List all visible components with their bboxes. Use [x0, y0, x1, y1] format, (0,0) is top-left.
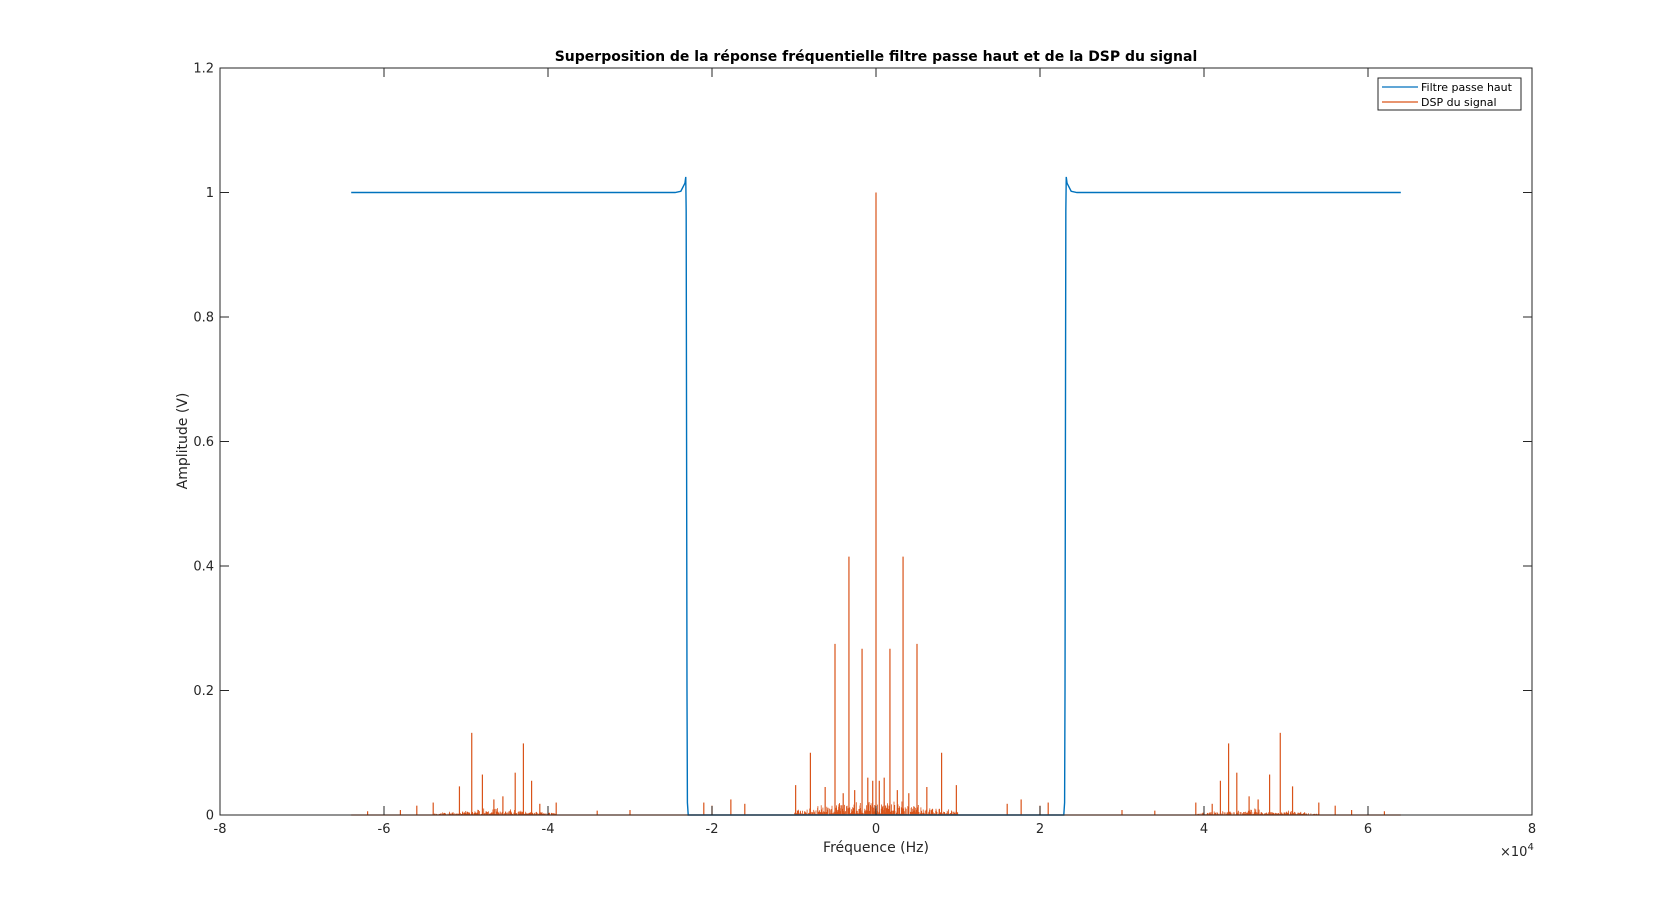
chart-title: Superposition de la réponse fréquentiell…	[555, 49, 1198, 65]
y-tick-label: 0.2	[193, 684, 214, 699]
x-axis-label: Fréquence (Hz)	[823, 840, 929, 856]
y-tick-label: 0.4	[193, 560, 214, 575]
x-tick-label: -8	[214, 822, 227, 837]
x-tick-label: 6	[1364, 822, 1372, 837]
x-tick-label: 2	[1036, 822, 1044, 837]
y-tick-label: 1.2	[193, 62, 214, 77]
legend-box	[1377, 77, 1522, 111]
x-tick-label: -2	[706, 822, 719, 837]
x-exponent-power: 4	[1527, 842, 1533, 853]
x-exponent-base: ×10	[1500, 845, 1527, 860]
y-tick-label: 0.8	[193, 311, 214, 326]
x-tick-label: 8	[1528, 822, 1536, 837]
legend-label-filter: Filtre passe haut	[1421, 81, 1513, 94]
x-tick-label: 0	[872, 822, 880, 837]
x-exponent-label: ×104	[1500, 842, 1534, 860]
legend-label-dsp: DSP du signal	[1421, 96, 1497, 109]
ticks-layer: -8 -6 -4 -2 0 2 4 6 8 0 0.2 0.4 0.6 0.8 1 1.2	[193, 62, 1536, 838]
x-tick-label: -6	[378, 822, 391, 837]
y-axis-label: Amplitude (V)	[175, 393, 191, 490]
y-tick-label: 0	[206, 809, 214, 824]
x-tick-label: 4	[1200, 822, 1208, 837]
y-tick-label: 1	[206, 186, 214, 201]
y-tick-label: 0.6	[193, 435, 214, 450]
legend: Filtre passe haut DSP du signal	[1377, 77, 1522, 111]
x-tick-label: -4	[542, 822, 555, 837]
